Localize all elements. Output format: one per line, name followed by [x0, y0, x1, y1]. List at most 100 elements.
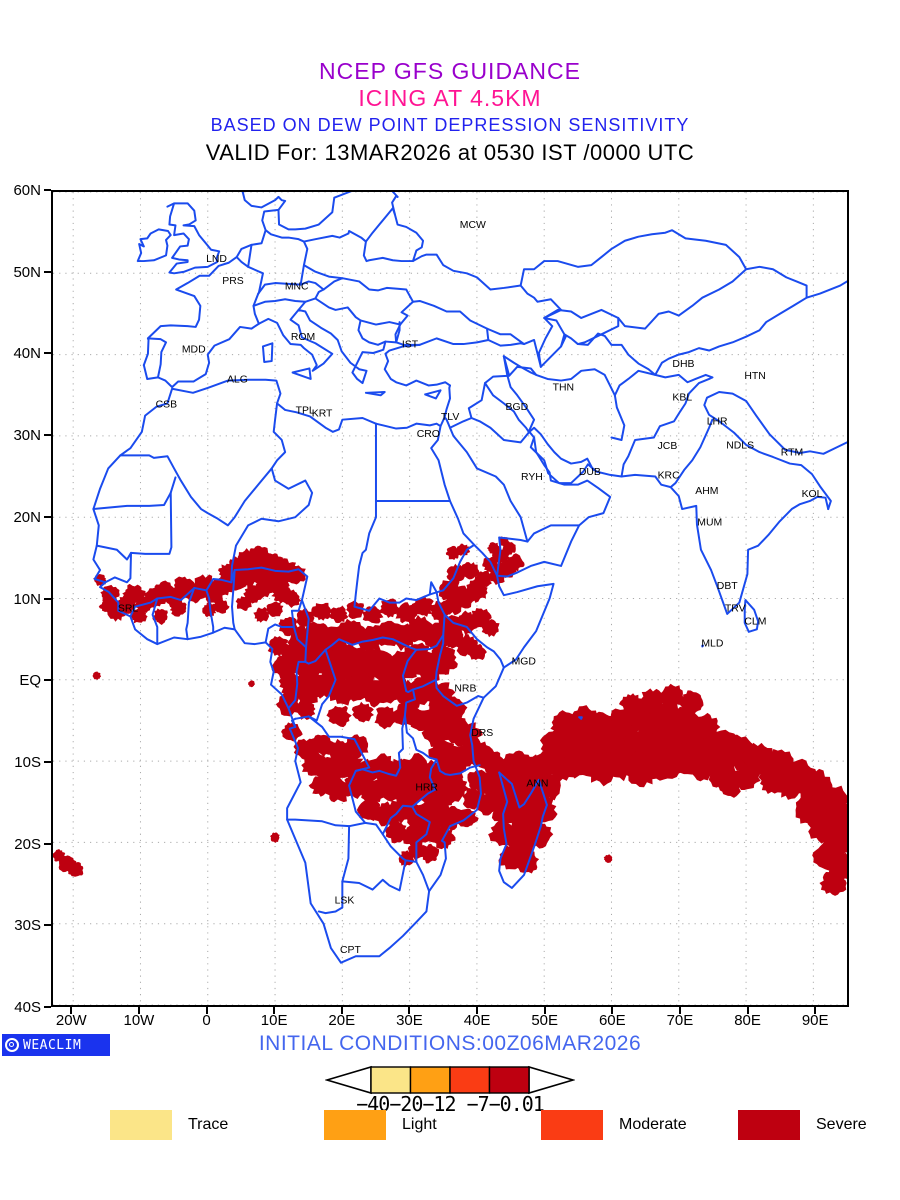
colorbar-swatch-2	[449, 1066, 491, 1094]
city-label-MCW: MCW	[460, 220, 486, 231]
city-label-TRV: TRV	[725, 604, 746, 615]
city-label-IST: IST	[402, 339, 419, 350]
x-axis-label-50E: 50E	[531, 1012, 559, 1029]
legend-swatch-light	[324, 1110, 386, 1140]
colorbar-tick-labels: −40−20−12 −7−0.01	[356, 1092, 545, 1116]
city-label-AHM: AHM	[695, 486, 718, 497]
legend-item-trace: Trace	[110, 1110, 228, 1140]
city-label-MGD: MGD	[512, 657, 537, 668]
y-axis-tick	[44, 189, 51, 191]
colorbar-left-arrow	[325, 1065, 372, 1095]
y-axis-tick	[44, 597, 51, 600]
city-label-LHR: LHR	[707, 417, 728, 428]
city-label-KOL: KOL	[802, 489, 823, 500]
y-axis-label-40S: 40S	[14, 999, 41, 1016]
city-label-DHB: DHB	[672, 359, 694, 370]
legend-label-severe: Severe	[816, 1116, 867, 1133]
title-line-2: ICING AT 4.5KM	[358, 85, 542, 111]
legend-item-severe: Severe	[738, 1110, 867, 1140]
city-label-ALG: ALG	[227, 374, 248, 385]
x-axis-tick	[476, 1007, 479, 1014]
city-label-CPT: CPT	[340, 945, 361, 956]
city-label-ANN: ANN	[526, 778, 548, 789]
title-line-1: NCEP GFS GUIDANCE	[319, 58, 581, 84]
colorbar-swatch-3	[488, 1066, 530, 1094]
city-label-RTM: RTM	[781, 448, 803, 459]
y-axis-tick	[44, 352, 51, 355]
legend-item-light: Light	[324, 1110, 437, 1140]
city-label-KRT: KRT	[312, 409, 333, 420]
city-label-KBL: KBL	[672, 392, 692, 403]
city-label-TLV: TLV	[441, 412, 459, 423]
city-label-NRB: NRB	[454, 683, 476, 694]
x-axis-label-60E: 60E	[598, 1012, 626, 1029]
x-axis-label-30E: 30E	[396, 1012, 423, 1029]
x-axis-tick	[205, 1007, 208, 1014]
city-label-PRS: PRS	[222, 276, 243, 287]
weaclim-logo[interactable]: WEACLIM	[2, 1034, 110, 1056]
x-axis-label-10W: 10W	[123, 1012, 155, 1029]
x-axis-tick	[340, 1007, 343, 1014]
title-valid-time: VALID For: 13MAR2026 at 0530 IST /0000 U…	[205, 140, 695, 165]
y-axis-tick	[44, 679, 51, 682]
x-axis-label-80E: 80E	[734, 1012, 761, 1029]
city-label-BGD: BGD	[506, 402, 529, 413]
y-axis-label-20S: 20S	[14, 835, 41, 853]
colorbar-swatch-1	[409, 1066, 451, 1094]
title-line-3: BASED ON DEW POINT DEPRESSION SENSITIVIT…	[210, 115, 690, 135]
city-label-MDD: MDD	[182, 344, 206, 355]
y-axis-label-30S: 30S	[14, 917, 41, 935]
title-block: NCEP GFS GUIDANCE ICING AT 4.5KM BASED O…	[0, 58, 900, 168]
x-axis-label-10E: 10E	[260, 1012, 288, 1029]
colorbar-swatch-0	[370, 1066, 412, 1094]
y-axis-tick	[44, 760, 51, 763]
legend-swatch-severe	[738, 1110, 800, 1140]
category-legend: Trace Light Moderate Severe	[0, 1110, 900, 1150]
y-axis-tick	[44, 924, 51, 927]
y-axis-label-40N: 40N	[13, 345, 41, 363]
city-label-JCB: JCB	[658, 441, 678, 452]
city-label-THN: THN	[553, 383, 574, 394]
x-axis-tick	[137, 1007, 140, 1014]
x-axis-tick	[611, 1007, 614, 1014]
city-label-TPL: TPL	[296, 405, 315, 416]
y-axis-tick	[44, 270, 51, 273]
city-label-MUM: MUM	[697, 518, 722, 529]
y-axis-tick	[44, 515, 51, 518]
legend-swatch-trace	[110, 1110, 172, 1140]
city-label-DBT: DBT	[717, 581, 738, 592]
city-label-DRS: DRS	[471, 728, 493, 739]
x-axis-tick	[273, 1007, 276, 1014]
legend-label-trace: Trace	[188, 1116, 229, 1133]
city-label-CLM: CLM	[744, 617, 766, 628]
x-axis-tick	[678, 1007, 681, 1014]
legend-item-moderate: Moderate	[541, 1110, 687, 1140]
map-plot-area[interactable]: LND PRS MNC MCW MDD ROM IST ALG CSB TPL KRT TLV CRO B…	[51, 190, 849, 1007]
y-axis-label-30N: 30N	[13, 427, 41, 445]
y-axis-label-50N: 50N	[13, 263, 41, 281]
circle-target-icon	[5, 1038, 19, 1052]
initial-conditions-label: INITIAL CONDITIONS:00Z06MAR2026	[258, 1032, 642, 1055]
city-label-ROM: ROM	[291, 332, 315, 343]
y-axis-tick	[44, 842, 51, 845]
legend-swatch-moderate	[541, 1110, 603, 1140]
y-axis-tick	[44, 1006, 51, 1008]
coastlines-and-borders	[92, 192, 847, 964]
city-label-RYH: RYH	[521, 472, 543, 483]
x-axis-tick	[543, 1007, 546, 1014]
city-label-LSK: LSK	[335, 896, 355, 907]
logo-label: WEACLIM	[23, 1037, 82, 1053]
city-label-NDLS: NDLS	[726, 440, 754, 451]
city-label-SRL: SRL	[118, 604, 138, 615]
y-axis-label-10S: 10S	[14, 753, 41, 771]
y-axis-label-10N: 10N	[13, 590, 41, 608]
colorbar-right-arrow	[528, 1065, 575, 1095]
x-axis-tick	[746, 1007, 749, 1014]
legend-label-light: Light	[402, 1116, 437, 1133]
legend-label-moderate: Moderate	[619, 1116, 687, 1133]
x-axis-label-90E: 90E	[801, 1012, 829, 1029]
city-label-LND: LND	[206, 254, 227, 265]
city-label-CRO: CRO	[417, 429, 440, 440]
